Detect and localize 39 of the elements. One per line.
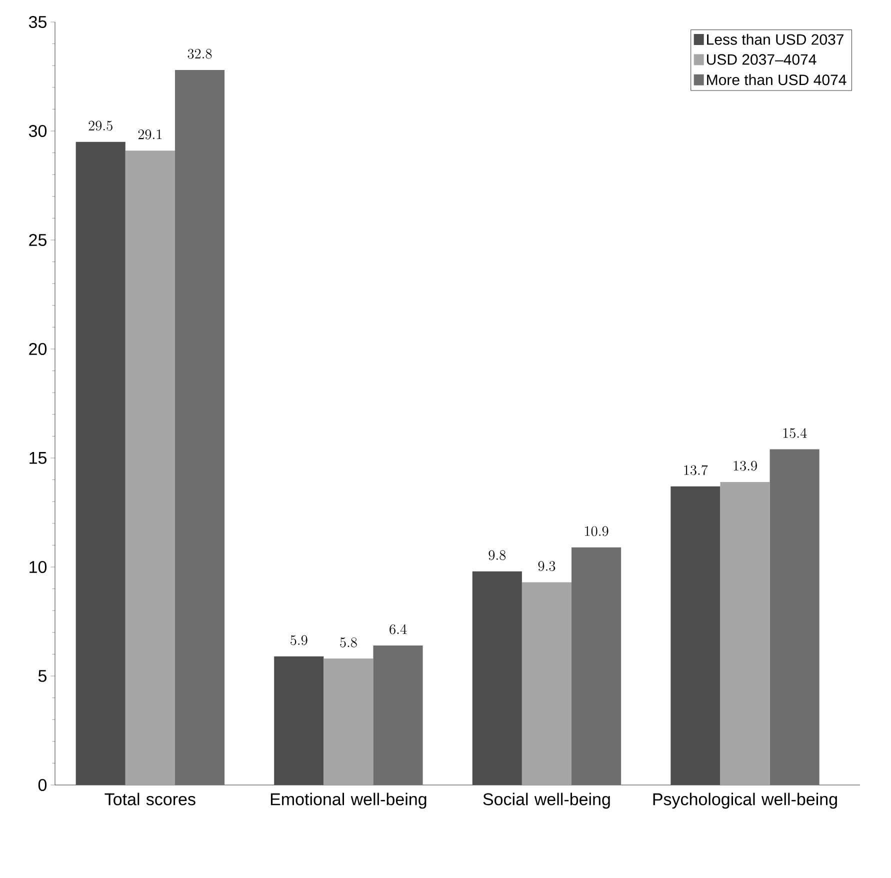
bar <box>324 658 374 785</box>
data-label: 13.7 <box>684 465 708 476</box>
y-tick-label: 25 <box>29 234 46 246</box>
data-label: 5.8 <box>340 637 357 648</box>
x-tick-label: Psychological well-being <box>653 792 837 809</box>
y-tick-label: 20 <box>29 342 47 356</box>
y-tick-label: 30 <box>28 124 47 138</box>
legend-label: More than USD 4074 <box>707 74 846 86</box>
y-tick-label: 5 <box>38 670 46 682</box>
legend-label: USD 2037–4074 <box>707 54 816 65</box>
data-label: 13.9 <box>734 460 757 471</box>
bar <box>720 482 770 785</box>
bar <box>522 582 572 785</box>
legend-label: Less than USD 2037 <box>707 34 844 45</box>
y-tick-label: 0 <box>38 778 47 792</box>
bar <box>770 449 820 785</box>
data-label: 29.5 <box>88 120 112 131</box>
bar <box>472 571 522 785</box>
bar <box>373 645 423 785</box>
data-label: 29. 1 <box>138 130 162 140</box>
data-label: 10.9 <box>585 526 608 536</box>
y-tick-label: 35 <box>28 16 46 28</box>
bar <box>572 547 622 785</box>
y-tick-label: 15 <box>30 452 46 464</box>
bar <box>274 656 324 785</box>
x-tick-label: Social well-being <box>483 792 610 809</box>
data-label: 6.4 <box>390 624 407 634</box>
x-tick-label: Emotional well-being <box>270 792 426 809</box>
data-label: 32.8 <box>188 48 212 59</box>
bar <box>174 70 225 785</box>
x-tick-label: Total scores <box>104 792 196 806</box>
data-label: 9.8 <box>488 550 506 560</box>
data-label: 9.3 <box>538 561 556 572</box>
y-tick-label: 10 <box>30 560 47 574</box>
data-label: 15.4 <box>783 428 807 438</box>
bar <box>125 150 175 785</box>
bar <box>76 142 126 785</box>
data-label: 5.9 <box>290 635 308 646</box>
bar <box>670 486 720 785</box>
